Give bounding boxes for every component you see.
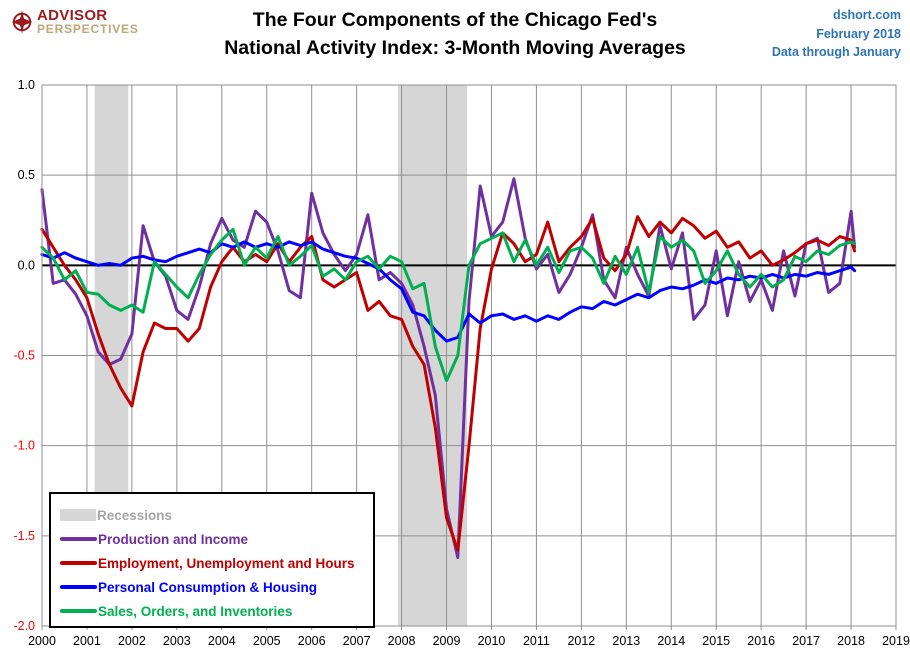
series-employment-unemployment-and-hours xyxy=(40,215,857,552)
y-axis-label: 0.0 xyxy=(18,258,35,272)
x-axis-label: 2010 xyxy=(478,634,506,648)
series-sales-orders-and-inventories xyxy=(40,227,857,383)
line-swatch-blue xyxy=(60,585,97,589)
x-axis-label: 2015 xyxy=(702,634,730,648)
y-axis-label: -1.0 xyxy=(13,439,35,453)
line-swatch-green xyxy=(60,609,97,613)
x-axis-label: 2013 xyxy=(612,634,640,648)
legend-item-personal-consumption: Personal Consumption & Housing xyxy=(60,575,363,599)
recession-swatch xyxy=(60,509,96,521)
legend-item-production-and-income: Production and Income xyxy=(60,527,363,551)
x-axis-label: 2016 xyxy=(747,634,775,648)
source-block: dshort.com February 2018 Data through Ja… xyxy=(772,6,901,62)
x-axis-label: 2011 xyxy=(523,634,550,648)
series-personal-consumption-housing xyxy=(40,240,857,343)
legend-item-sales-orders-inventories: Sales, Orders, and Inventories xyxy=(60,599,363,623)
x-axis-label: 2002 xyxy=(118,634,146,648)
chart-legend: Recessions Production and Income Employm… xyxy=(49,492,375,628)
x-axis-label: 2000 xyxy=(28,634,56,648)
x-axis-label: 2017 xyxy=(792,634,820,648)
chart-title: The Four Components of the Chicago Fed's… xyxy=(145,6,765,62)
x-axis-label: 2004 xyxy=(208,634,236,648)
y-axis-label: -2.0 xyxy=(13,619,35,633)
legend-label-sales-orders-inventories: Sales, Orders, and Inventories xyxy=(98,603,293,619)
legend-label-personal-consumption: Personal Consumption & Housing xyxy=(98,579,318,595)
x-axis-label: 2018 xyxy=(837,634,865,648)
chart-title-line1: The Four Components of the Chicago Fed's xyxy=(252,9,658,31)
y-axis-label: 0.5 xyxy=(18,168,35,182)
line-swatch-purple xyxy=(60,537,97,541)
x-axis-label: 2008 xyxy=(388,634,416,648)
x-axis-label: 2007 xyxy=(343,634,371,648)
legend-item-recessions: Recessions xyxy=(60,503,363,527)
source-site: dshort.com xyxy=(832,8,901,22)
source-date: February 2018 xyxy=(816,26,901,41)
x-axis-label: 2014 xyxy=(657,634,685,648)
x-axis-label: 2019 xyxy=(882,634,910,648)
x-axis-label: 2006 xyxy=(298,634,326,648)
x-axis-label: 2012 xyxy=(567,634,595,648)
y-axis-label: -0.5 xyxy=(13,349,35,363)
plot-border xyxy=(41,84,897,627)
x-axis-label: 2005 xyxy=(253,634,281,648)
chart-title-line2: National Activity Index: 3-Month Moving … xyxy=(224,37,686,59)
compass-star-icon xyxy=(11,10,33,34)
legend-label-production-and-income: Production and Income xyxy=(98,531,249,547)
legend-item-employment: Employment, Unemployment and Hours xyxy=(60,551,363,575)
y-axis-label: -1.5 xyxy=(13,529,35,543)
y-axis-label: 1.0 xyxy=(18,78,35,92)
brand-line2: PERSPECTIVES xyxy=(37,22,139,36)
legend-label-recessions: Recessions xyxy=(97,507,173,523)
legend-label-employment: Employment, Unemployment and Hours xyxy=(98,555,355,571)
brand-text: ADVISOR PERSPECTIVES xyxy=(37,7,139,36)
x-axis-label: 2009 xyxy=(433,634,461,648)
source-note: Data through January xyxy=(771,45,901,59)
x-axis-label: 2001 xyxy=(73,634,101,648)
advisor-perspectives-logo: ADVISOR PERSPECTIVES xyxy=(10,7,139,36)
x-axis-label: 2003 xyxy=(163,634,191,648)
line-swatch-red xyxy=(60,561,97,565)
brand-line1: ADVISOR xyxy=(37,7,108,24)
